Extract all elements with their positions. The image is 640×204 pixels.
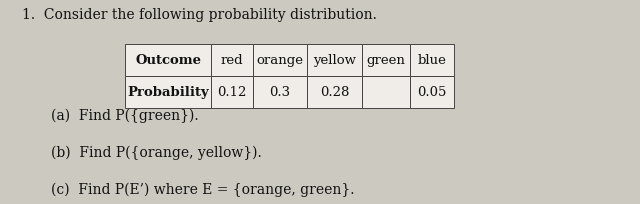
Text: 0.28: 0.28 — [320, 86, 349, 99]
Text: (c)  Find P(E’) where E = {orange, green}.: (c) Find P(E’) where E = {orange, green}… — [51, 182, 355, 196]
Text: orange: orange — [257, 54, 303, 67]
Bar — [362, 45, 410, 76]
Text: 1.  Consider the following probability distribution.: 1. Consider the following probability di… — [22, 8, 377, 22]
Text: Probability: Probability — [127, 86, 209, 99]
Bar — [307, 76, 362, 108]
Bar — [253, 76, 307, 108]
Bar — [307, 45, 362, 76]
Bar — [253, 45, 307, 76]
Text: green: green — [366, 54, 405, 67]
Text: (b)  Find P({orange, yellow}).: (b) Find P({orange, yellow}). — [51, 145, 262, 159]
Text: 0.3: 0.3 — [269, 86, 291, 99]
Bar — [410, 76, 454, 108]
Text: blue: blue — [417, 54, 447, 67]
Text: 0.05: 0.05 — [417, 86, 447, 99]
Text: (a)  Find P({green}).: (a) Find P({green}). — [51, 108, 199, 122]
Bar — [125, 45, 211, 76]
Bar — [362, 76, 410, 108]
Bar — [410, 45, 454, 76]
Text: Outcome: Outcome — [135, 54, 201, 67]
Bar — [211, 45, 253, 76]
Text: red: red — [221, 54, 243, 67]
Bar — [211, 76, 253, 108]
Text: yellow: yellow — [313, 54, 356, 67]
Bar — [125, 76, 211, 108]
Text: 0.12: 0.12 — [218, 86, 246, 99]
